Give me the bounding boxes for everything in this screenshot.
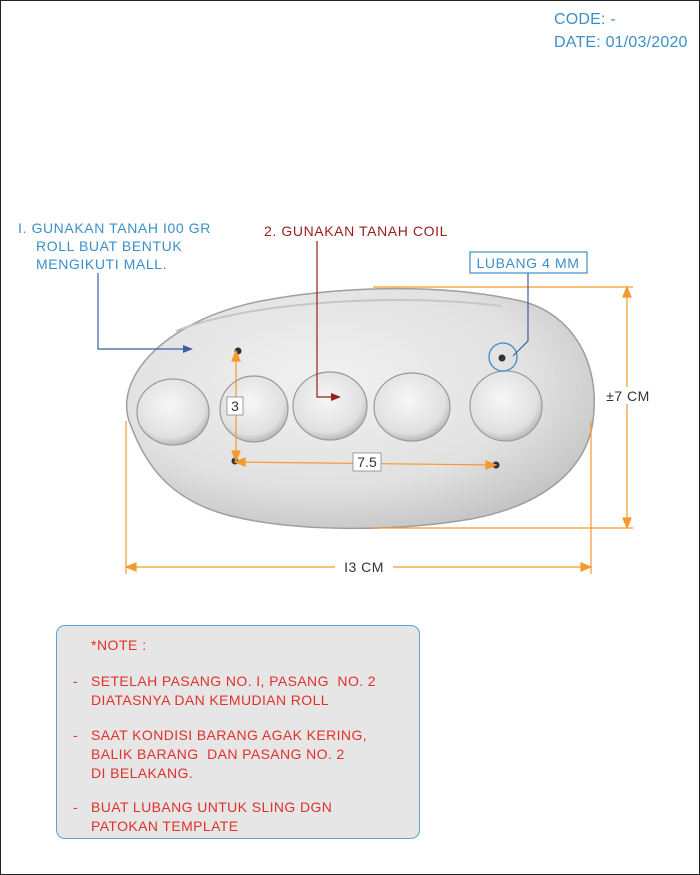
note-item-1-dash: - bbox=[73, 673, 79, 689]
hole-label: LUBANG 4 MM bbox=[476, 255, 579, 271]
step2-leader bbox=[316, 241, 337, 398]
coil-3 bbox=[292, 371, 368, 441]
offset-label-bg bbox=[226, 396, 244, 416]
hole-leader bbox=[512, 273, 529, 357]
note-item-1-line-1: SETELAH PASANG NO. I, PASANG NO. 2 bbox=[91, 673, 376, 689]
note-title: *NOTE : bbox=[91, 637, 147, 653]
step1-line-3: MENGIKUTI MALL. bbox=[36, 256, 167, 272]
note-item-1: - SETELAH PASANG NO. I, PASANG NO. 2 DIA… bbox=[73, 672, 376, 710]
coil-4 bbox=[373, 372, 451, 442]
date-label: DATE: 01/03/2020 bbox=[554, 34, 688, 51]
height-label-bg bbox=[601, 387, 655, 404]
note-item-2-line-1: SAAT KONDISI BARANG AGAK KERING, bbox=[91, 727, 368, 743]
width-arrow-right bbox=[580, 562, 593, 572]
width-arrow-left bbox=[124, 562, 137, 572]
offset-arrow-bottom bbox=[231, 450, 241, 463]
offset-dim-label: 3 bbox=[231, 398, 239, 414]
plate-rim-highlight bbox=[175, 298, 502, 332]
step2-leader-arrow bbox=[331, 393, 341, 401]
note-item-1-line-2: DIATASNYA DAN KEMUDIAN ROLL bbox=[91, 692, 329, 708]
spacing-dim-label: 7.5 bbox=[357, 454, 377, 470]
note-item-2-line-2: BALIK BARANG DAN PASANG NO. 2 bbox=[91, 746, 345, 762]
note-item-2-line-3: DI BELAKANG. bbox=[91, 765, 194, 781]
spacing-arrow-left bbox=[233, 457, 246, 467]
step1-leader bbox=[97, 273, 189, 350]
coil-5 bbox=[469, 370, 543, 442]
step1-line-1: I. GUNAKAN TANAH I00 GR bbox=[18, 220, 211, 236]
step1-leader-arrow bbox=[183, 345, 193, 353]
offset-arrow-top bbox=[231, 349, 241, 362]
note-item-3: - BUAT LUBANG UNTUK SLING DGN PATOKAN TE… bbox=[73, 798, 332, 836]
clay-coils bbox=[136, 370, 543, 446]
height-arrow-bottom bbox=[622, 517, 632, 530]
height-arrow-top bbox=[622, 285, 632, 298]
dimension-lines bbox=[124, 285, 633, 574]
note-item-2: - SAAT KONDISI BARANG AGAK KERING, BALIK… bbox=[73, 726, 367, 783]
step1-line-2: ROLL BUAT BENTUK bbox=[36, 238, 182, 254]
spacing-label-bg bbox=[352, 452, 382, 472]
note-item-3-line-1: BUAT LUBANG UNTUK SLING DGN bbox=[91, 799, 333, 815]
note-item-2-dash: - bbox=[73, 727, 79, 743]
note-item-3-line-2: PATOKAN TEMPLATE bbox=[91, 818, 239, 834]
step2-label: 2. GUNAKAN TANAH COIL bbox=[264, 223, 448, 239]
note-item-3-dash: - bbox=[73, 799, 79, 815]
note-box: *NOTE : - SETELAH PASANG NO. I, PASANG N… bbox=[56, 625, 420, 839]
coil-2 bbox=[219, 375, 289, 443]
hole-top-right bbox=[498, 354, 506, 362]
width-dim-label: I3 CM bbox=[344, 559, 384, 575]
width-label-bg bbox=[335, 558, 393, 575]
spacing-arrow-right bbox=[485, 460, 498, 470]
code-label: CODE: - bbox=[554, 11, 616, 28]
hole-marker-circle bbox=[488, 342, 518, 372]
product-drawing: I3 CM ±7 CM 7.5 3 I. GUNAKAN TANAH I00 G… bbox=[18, 220, 655, 575]
coil-1 bbox=[136, 378, 210, 446]
height-dim-label: ±7 CM bbox=[606, 388, 650, 404]
